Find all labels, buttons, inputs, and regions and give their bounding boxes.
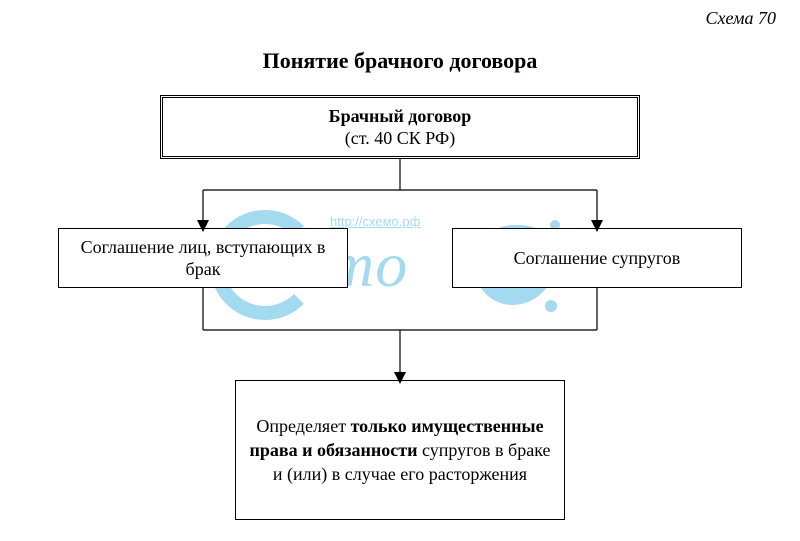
node-bottom: Определяет только имущественные права и … (235, 380, 565, 520)
watermark-url: http://схемо.рф (330, 214, 420, 229)
diagram-canvas: Схема 70 Понятие брачного договора http:… (0, 0, 800, 541)
node-left-text: Соглашение лиц, вступающих в брак (67, 236, 339, 281)
diagram-title: Понятие брачного договора (0, 48, 800, 74)
scheme-number: Схема 70 (705, 8, 776, 29)
node-main: Брачный договор (ст. 40 СК РФ) (160, 95, 640, 159)
node-right: Соглашение супругов (452, 228, 742, 288)
node-bottom-text: Определяет только имущественные права и … (244, 414, 556, 487)
node-right-text: Соглашение супругов (514, 247, 681, 270)
node-main-line2: (ст. 40 СК РФ) (345, 127, 455, 150)
node-main-line1: Брачный договор (329, 105, 472, 128)
node-left: Соглашение лиц, вступающих в брак (58, 228, 348, 288)
